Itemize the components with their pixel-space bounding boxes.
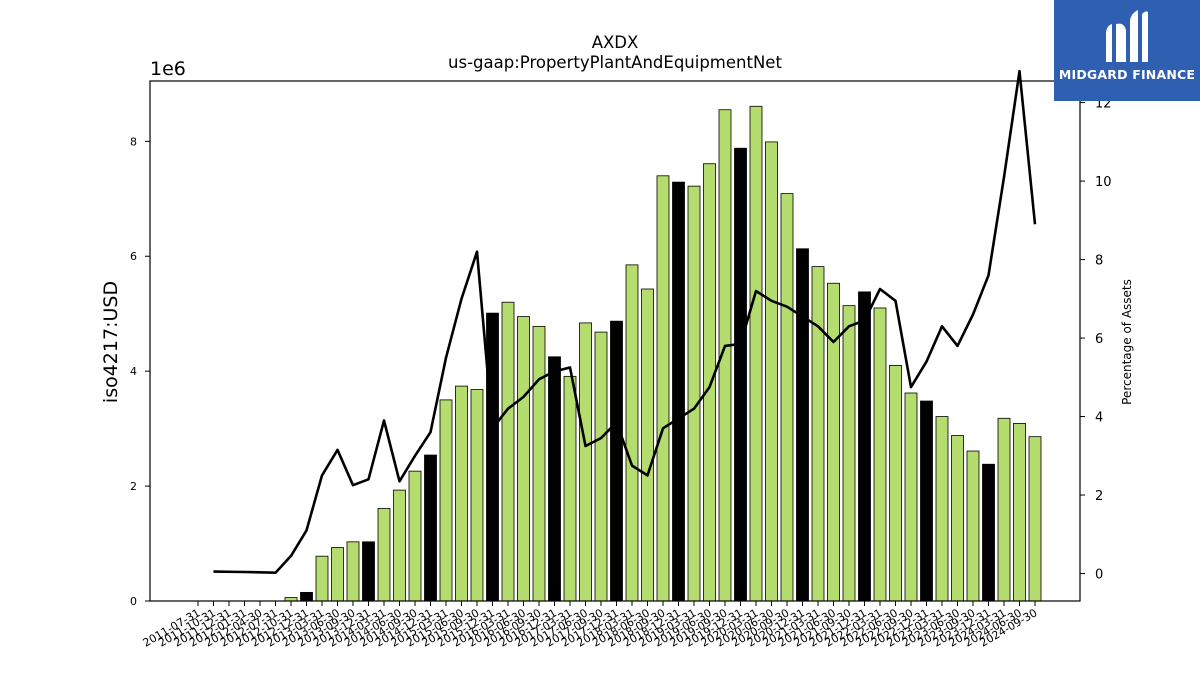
- line-group: [213, 69, 1037, 575]
- bar: [486, 312, 499, 602]
- bar: [532, 325, 546, 602]
- bar: [610, 320, 623, 602]
- bar: [672, 181, 685, 602]
- line-series: [213, 69, 1037, 575]
- chart-subtitle: us-gaap:PropertyPlantAndEquipmentNet: [448, 53, 782, 72]
- bar: [315, 555, 329, 602]
- y-tick-label: 6: [130, 250, 137, 263]
- bar: [300, 591, 313, 602]
- bar: [331, 547, 344, 602]
- y2-tick-label: 8: [1095, 254, 1103, 269]
- bar: [796, 248, 809, 602]
- y-tick-label: 2: [130, 480, 137, 493]
- bar: [734, 147, 747, 602]
- bar: [920, 400, 933, 602]
- bar: [517, 316, 530, 602]
- bar: [563, 375, 577, 602]
- axes-group: 024680246810122011-07-312011-10-312011-1…: [130, 80, 1112, 650]
- y2-axis-label: Percentage of Assets: [1120, 279, 1134, 405]
- bar: [501, 301, 515, 602]
- logo: MIDGARD FINANCE: [1054, 0, 1200, 101]
- bar: [765, 141, 778, 602]
- bar: [935, 416, 949, 602]
- bar: [548, 356, 561, 602]
- y2-tick-label: 10: [1095, 175, 1112, 190]
- bar: [641, 288, 654, 602]
- bar: [966, 450, 980, 602]
- bar: [982, 463, 995, 602]
- y-tick-label: 0: [130, 595, 137, 608]
- bar: [687, 185, 701, 602]
- bar: [656, 175, 670, 602]
- bar: [625, 264, 639, 602]
- bar: [408, 470, 422, 602]
- bar: [594, 331, 608, 602]
- bar: [1028, 436, 1042, 602]
- bar: [951, 435, 964, 602]
- y-tick-label: 8: [130, 135, 137, 148]
- bar: [455, 385, 468, 602]
- bar: [997, 417, 1011, 602]
- bar: [827, 282, 840, 602]
- y2-tick-label: 6: [1095, 332, 1103, 347]
- bar: [749, 105, 763, 602]
- bar: [346, 541, 360, 602]
- logo-mark-icon: [1106, 10, 1148, 63]
- bar: [780, 193, 794, 602]
- plot-frame: [149, 80, 1081, 602]
- chart-title: AXDX: [592, 33, 639, 52]
- bar: [439, 399, 453, 602]
- y2-tick-label: 2: [1095, 489, 1103, 504]
- bar: [858, 291, 871, 602]
- bar: [889, 365, 902, 602]
- logo-text: MIDGARD FINANCE: [1058, 67, 1196, 82]
- bar: [579, 322, 592, 602]
- bar: [424, 454, 437, 602]
- bar: [873, 307, 887, 602]
- y-tick-label: 4: [130, 365, 137, 378]
- bar: [904, 392, 918, 602]
- y2-tick-label: 0: [1095, 568, 1103, 583]
- bar: [811, 266, 825, 602]
- bar: [842, 305, 856, 602]
- y-offset-label: 1e6: [150, 58, 186, 80]
- bar: [362, 541, 375, 602]
- bar: [703, 163, 716, 602]
- bar: [393, 489, 406, 602]
- bar: [1013, 423, 1026, 602]
- bars-group: [284, 105, 1042, 602]
- bar: [377, 508, 391, 602]
- y2-tick-label: 4: [1095, 411, 1103, 426]
- y-axis-label: iso4217:USD: [100, 281, 122, 403]
- bar: [470, 389, 484, 602]
